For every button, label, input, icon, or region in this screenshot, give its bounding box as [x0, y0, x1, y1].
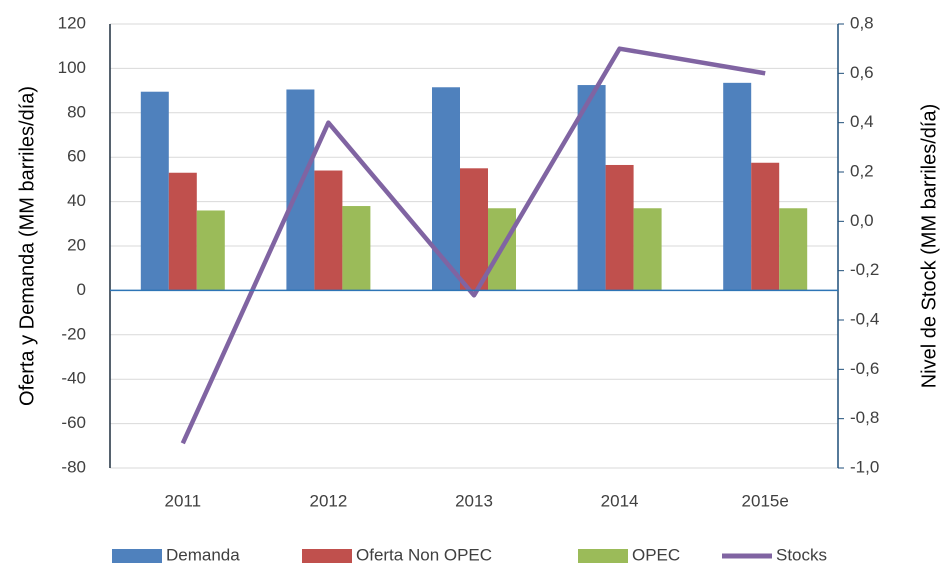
y-tick-label: -60: [61, 413, 86, 432]
y2-tick-label: 0,2: [850, 161, 874, 180]
y-tick-label: 100: [58, 58, 86, 77]
legend-label: Demanda: [166, 545, 240, 564]
legend-swatch: [578, 549, 628, 563]
bar: [286, 89, 315, 291]
bar: [460, 168, 488, 291]
y2-tick-label: 0,4: [850, 112, 874, 131]
legend-label: Oferta Non OPEC: [356, 545, 492, 564]
x-tick-label: 2014: [601, 491, 639, 510]
y-tick-label: 40: [67, 191, 86, 210]
bar: [751, 162, 780, 291]
legend-swatch: [112, 549, 162, 563]
y-tick-label: 80: [67, 102, 86, 121]
y-tick-label: 60: [67, 147, 86, 166]
y2-tick-label: -0,8: [850, 408, 879, 427]
y2-tick-label: 0,8: [850, 13, 874, 32]
y2-tick-label: -0,2: [850, 260, 879, 279]
x-tick-label: 2015e: [742, 491, 789, 510]
bar: [342, 206, 371, 291]
x-tick-label: 2011: [165, 491, 202, 510]
bar: [779, 208, 808, 291]
legend-label: OPEC: [632, 545, 680, 564]
legend-swatch: [302, 549, 352, 563]
y-tick-label: -40: [61, 369, 86, 388]
y-axis-title: Oferta y Demanda (MM barriles/día): [16, 86, 38, 406]
bar: [432, 87, 460, 291]
bar: [140, 91, 169, 291]
y2-tick-label: 0,6: [850, 63, 874, 82]
bar: [577, 85, 606, 291]
legend-label: Stocks: [776, 545, 827, 564]
line: [180, 46, 766, 445]
y2-axis-title: Nivel de Stock (MM barriles/día): [918, 104, 940, 389]
y-tick-label: 120: [58, 13, 86, 32]
x-tick-label: 2012: [309, 491, 347, 510]
bar: [196, 210, 225, 291]
y-tick-label: -20: [61, 324, 86, 343]
x-tick-label: 2013: [455, 491, 493, 510]
y2-tick-label: -1,0: [850, 457, 879, 476]
y2-tick-label: 0,0: [850, 211, 874, 230]
y-tick-label: 0: [77, 280, 86, 299]
bar: [633, 208, 662, 291]
y-tick-label: -80: [61, 457, 86, 476]
bar: [723, 82, 752, 291]
bar: [605, 164, 634, 291]
bar: [314, 170, 343, 291]
y-tick-label: 20: [67, 235, 86, 254]
bar: [168, 172, 197, 291]
y2-tick-label: -0,6: [850, 359, 879, 378]
y2-tick-label: -0,4: [850, 309, 879, 328]
